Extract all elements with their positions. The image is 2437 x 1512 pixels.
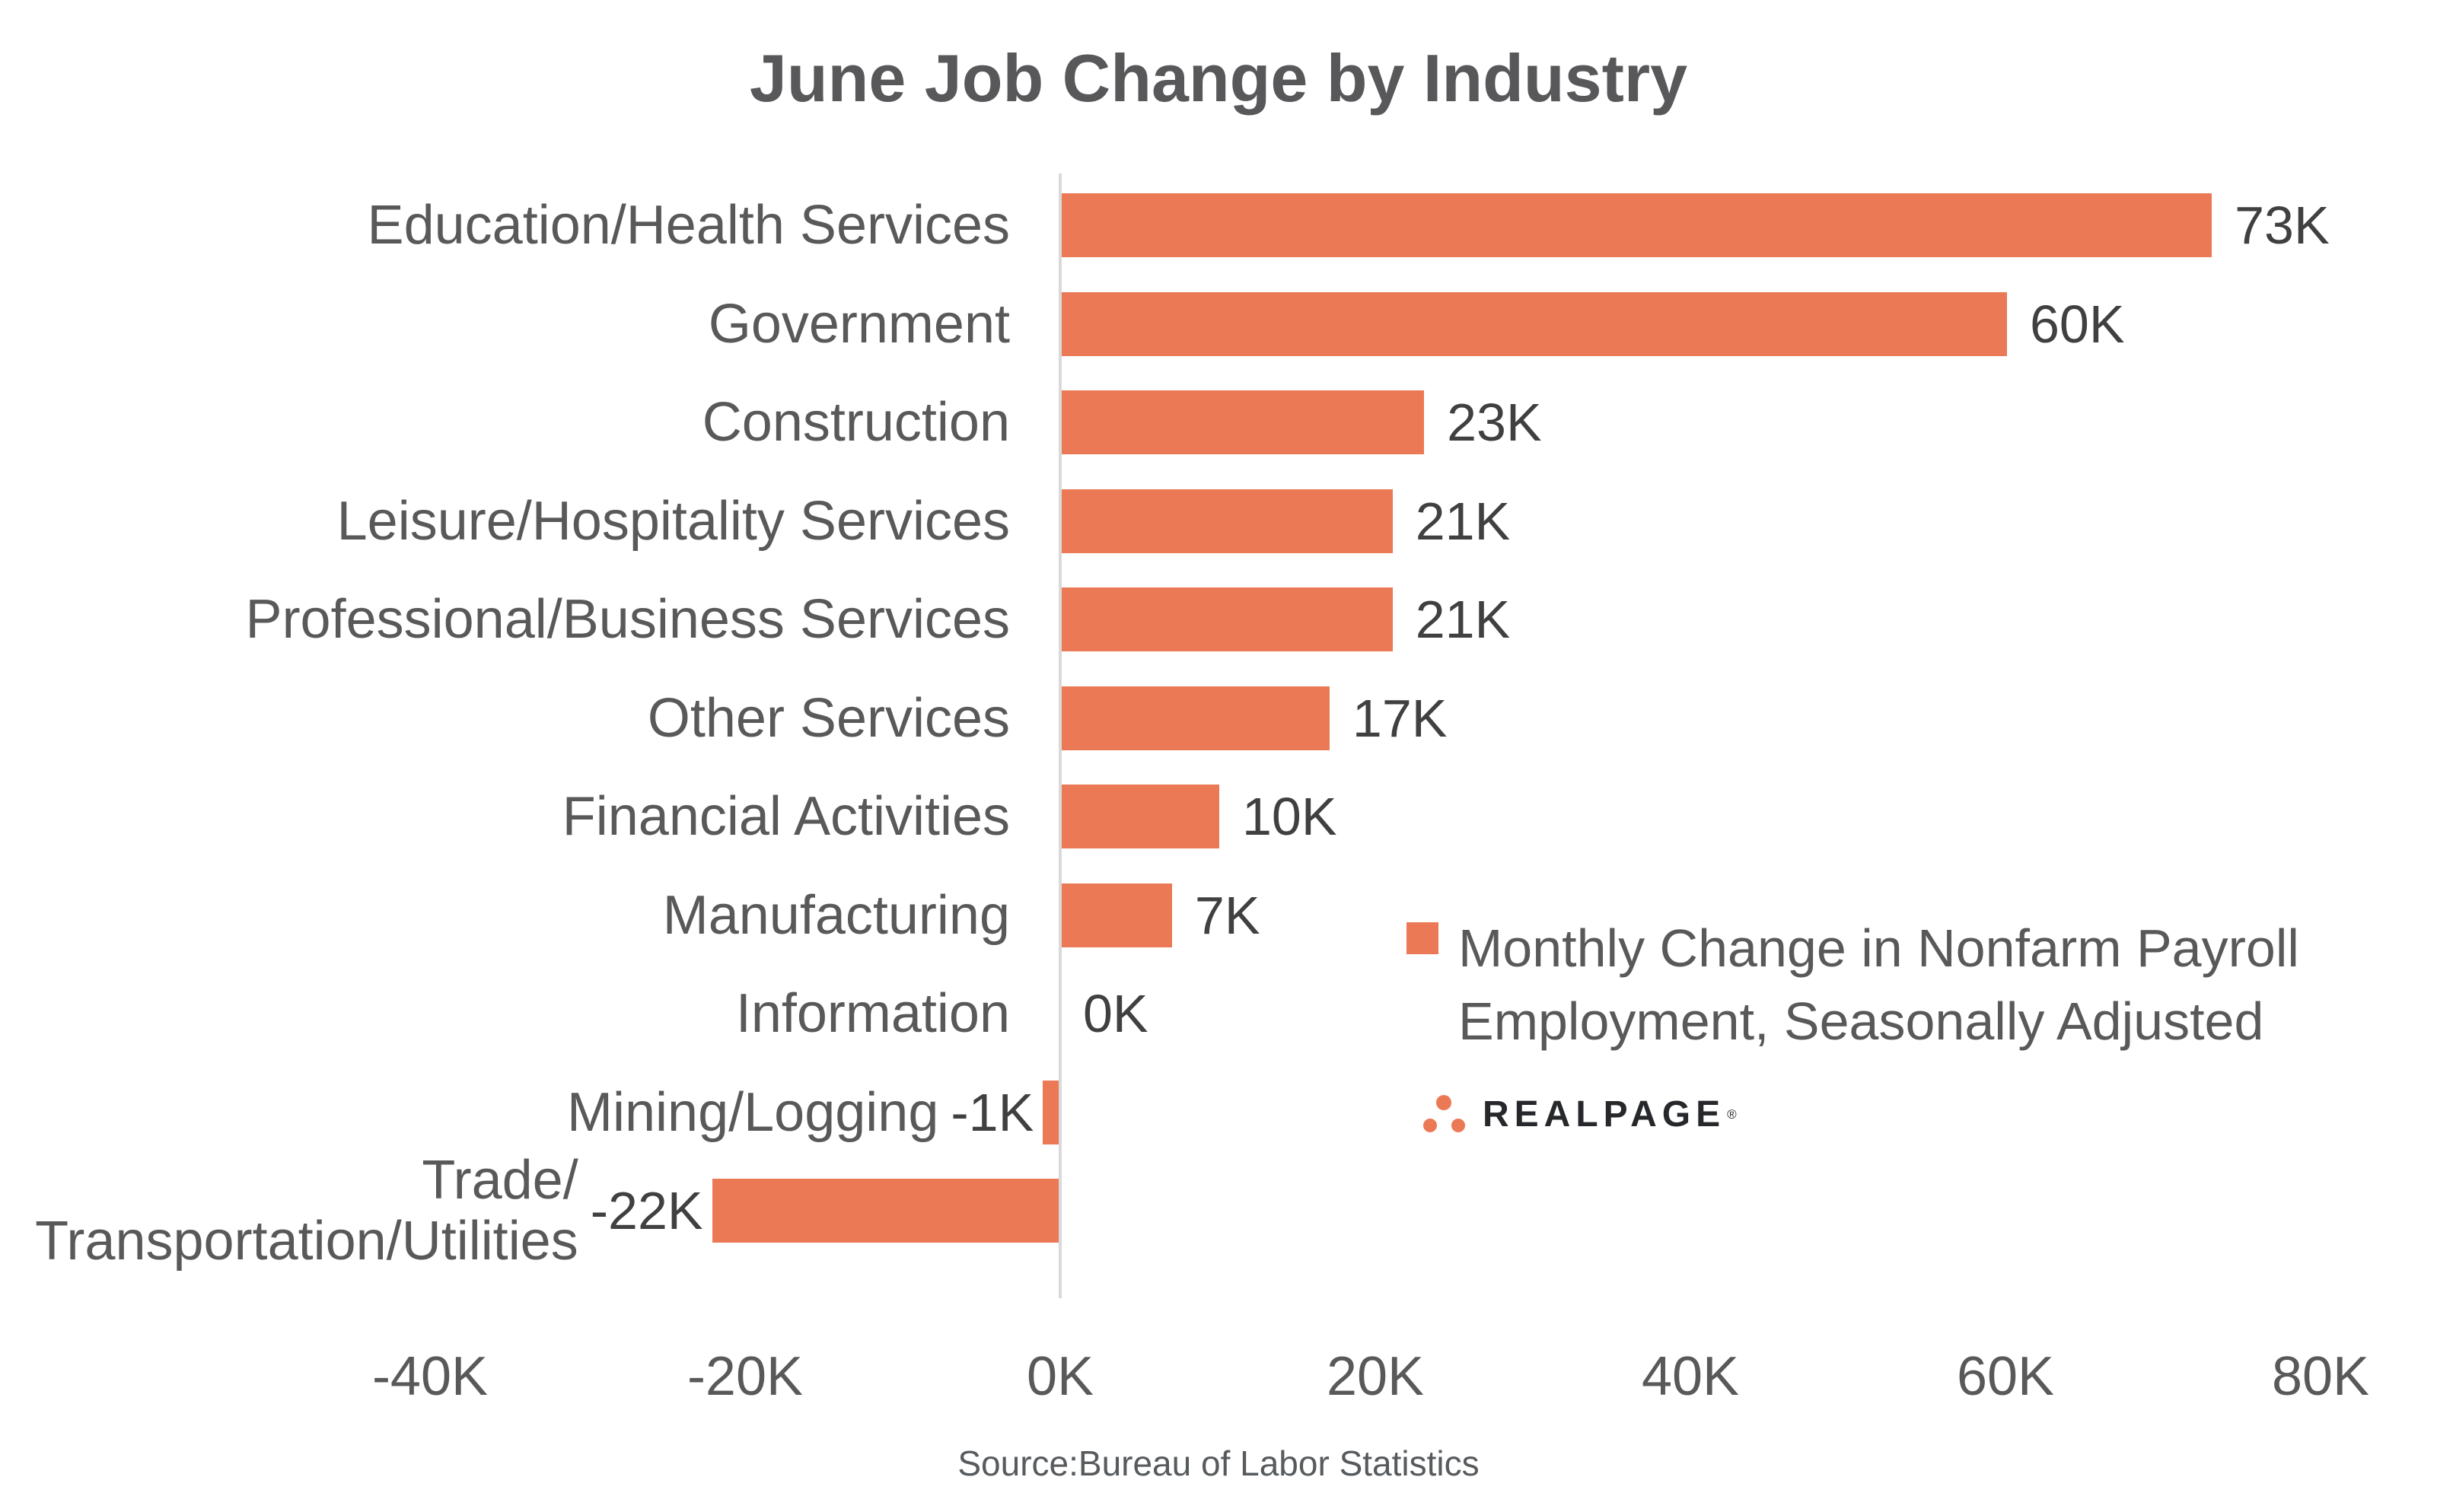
legend-label: Monthly Change in Nonfarm Payroll Employ… [1458,918,2299,1051]
legend: Monthly Change in Nonfarm Payroll Employ… [1406,912,2299,1058]
realpage-logo-dots-icon [1423,1095,1465,1132]
value-label: 10K [1242,787,1337,846]
source-note: Source:Bureau of Labor Statistics [957,1444,1480,1483]
zero-axis-line [1059,173,1062,1298]
bar [1062,785,1219,848]
category-label: Other Services [647,687,1010,749]
value-label: -22K [590,1181,703,1240]
x-tick-label: -40K [371,1346,489,1407]
legend-swatch [1406,922,1438,954]
x-tick-label: 80K [2271,1346,2370,1407]
category-label: Trade/ Transportation/Utilities [35,1150,578,1272]
value-label: 60K [2030,294,2125,354]
category-and-value-group: Trade/ Transportation/Utilities -22K [35,1150,702,1272]
value-label: 7K [1194,885,1260,945]
category-and-value-group: Mining/Logging -1K [567,1082,1034,1143]
bar [1062,883,1172,947]
category-label: Education/Health Services [367,195,1010,256]
x-tick-label: -20K [687,1346,804,1407]
category-label: Construction [702,392,1010,453]
category-label: Leisure/Hospitality Services [336,490,1010,552]
value-label: 73K [2235,196,2330,255]
value-label: 23K [1447,393,1542,452]
bar [1062,291,2007,356]
chart-title: June Job Change by Industry [749,40,1688,116]
realpage-logo-text: REALPAGE [1483,1094,1726,1135]
bar [1043,1080,1059,1144]
value-label: 17K [1352,688,1448,748]
bar [712,1179,1059,1243]
category-label: Professional/Business Services [245,589,1010,650]
category-label: Information [735,983,1010,1044]
value-label: -1K [951,1082,1034,1142]
bar [1062,193,2212,257]
value-label: 21K [1415,590,1511,649]
x-tick-label: 0K [1026,1346,1094,1407]
bar [1062,390,1425,454]
x-tick-label: 40K [1641,1346,1740,1407]
category-label: Mining/Logging [567,1081,939,1143]
bar [1062,686,1330,750]
x-tick-label: 60K [1956,1346,2055,1407]
category-label: Financial Activities [562,786,1010,847]
realpage-logo: REALPAGE ® [1422,1091,1737,1138]
value-label: 21K [1415,491,1511,551]
x-tick-label: 20K [1326,1346,1425,1407]
category-label: Manufacturing [662,884,1010,946]
registered-trademark-icon: ® [1727,1107,1737,1122]
bar [1062,587,1393,651]
value-label: 0K [1083,984,1148,1043]
bar [1062,489,1393,553]
category-label: Government [708,293,1010,355]
